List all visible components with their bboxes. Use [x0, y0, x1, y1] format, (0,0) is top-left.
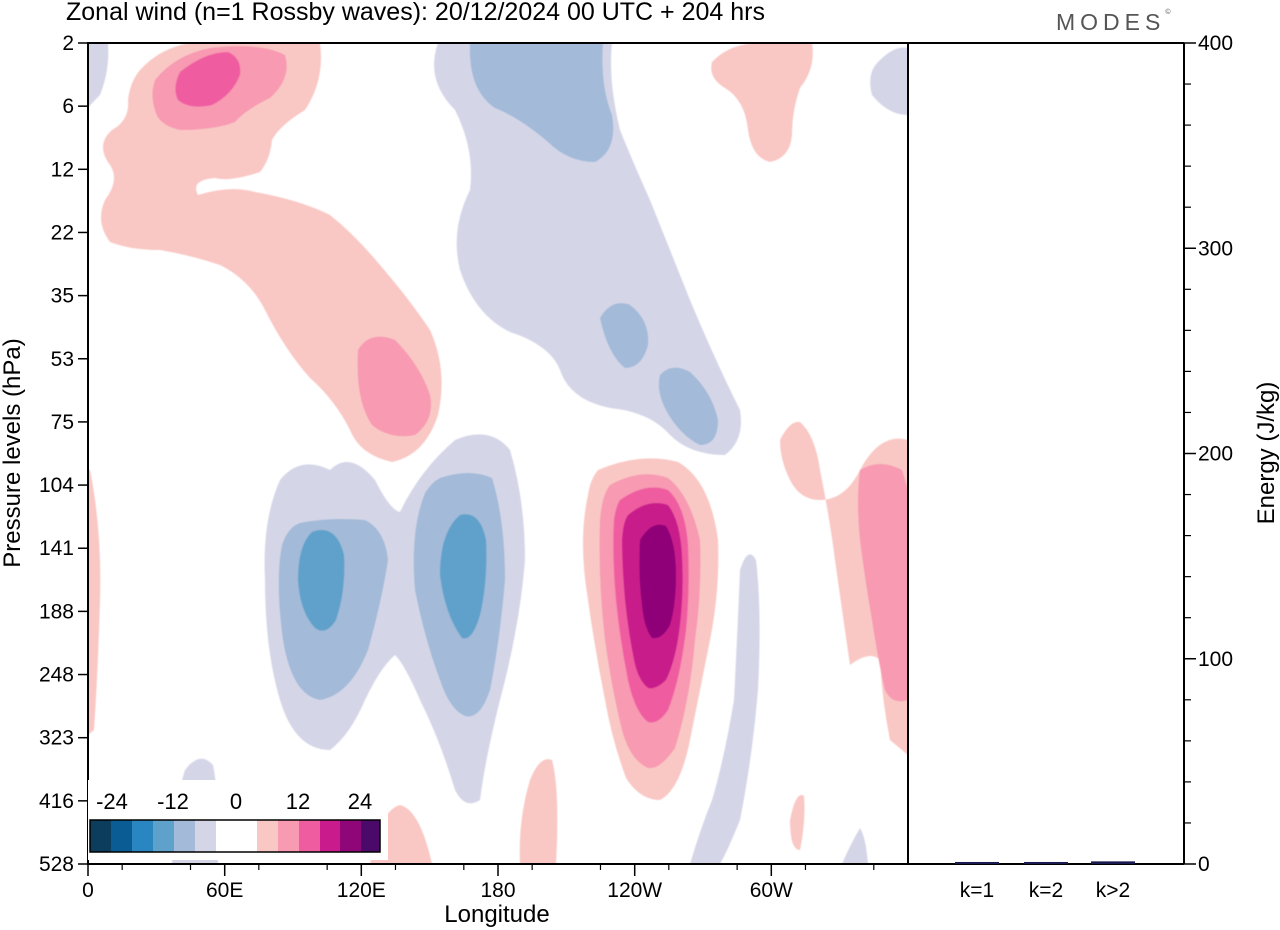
y-tick-label: 53 [51, 348, 74, 371]
x-tick-label: 180 [480, 879, 515, 902]
x-tick-label: 120E [337, 879, 386, 902]
energy-bar-label: k=2 [1029, 879, 1063, 902]
colorbar-swatch [320, 820, 340, 852]
colorbar: -24 -12 0 12 24 [88, 780, 388, 860]
energy-tick-label: 300 [1198, 237, 1233, 260]
colorbar-label: -12 [157, 789, 189, 814]
colorbar-swatch [257, 820, 278, 852]
colorbar-swatch [361, 820, 380, 852]
y-tick-label: 141 [39, 537, 74, 560]
x-tick-label: 120W [607, 879, 662, 902]
neg8-contour-region [469, 43, 614, 162]
energy-tick-label: 0 [1198, 853, 1210, 876]
colorbar-swatch [299, 820, 320, 852]
pos12-contour-region [175, 52, 241, 107]
colorbar-label: 24 [348, 789, 372, 814]
colorbar-label: 12 [286, 789, 310, 814]
y-tick-label: 12 [51, 158, 74, 181]
colorbar-frame [89, 819, 381, 853]
colorbar-swatch [195, 820, 216, 852]
energy-tick-label: 200 [1198, 443, 1233, 466]
energy-bars: k=1 k=2 k>2 [955, 861, 1135, 902]
energy-tick-label: 400 [1198, 32, 1233, 55]
pos4-contour-region [711, 43, 813, 162]
colorbar-swatch [340, 820, 361, 852]
pos4-contour-region [88, 470, 101, 735]
pos4-contour-region [101, 43, 442, 462]
pos20-contour-region [639, 524, 676, 639]
y-tick-label: 104 [39, 474, 74, 497]
axes: 0 60E 120E 180 120W 60W 2 6 12 22 35 53 75 104 141 188 2… [39, 32, 1233, 902]
y-tick-label: 188 [39, 600, 74, 623]
neg12-contour-region [298, 530, 345, 631]
energy-bar [955, 861, 999, 864]
y-tick-label: 528 [39, 853, 74, 876]
neg4-contour-region [870, 47, 908, 115]
neg4-contour-region [88, 43, 109, 108]
pos4-contour-region [195, 198, 212, 202]
modes-logo: MODES© [1056, 9, 1171, 35]
chart-title: Zonal wind (n=1 Rossby waves): 20/12/202… [66, 0, 765, 26]
neg4-contour-region [434, 43, 741, 455]
colorbar-label: 0 [230, 789, 242, 814]
colorbar-swatch [132, 820, 153, 852]
energy-bar-label: k=1 [960, 879, 994, 902]
energy-bar [1091, 861, 1135, 864]
colorbar-swatch [174, 820, 195, 852]
pos4-contour-region [790, 795, 805, 850]
y-tick-label: 248 [39, 664, 74, 687]
energy-bar [1024, 861, 1068, 864]
colorbar-swatch [278, 820, 299, 852]
colorbar-swatch [90, 820, 111, 852]
x-tick-label: 60W [750, 879, 793, 902]
neg8-contour-region [658, 367, 718, 445]
neg12-contour-region [440, 514, 487, 639]
colorbar-swatch [111, 820, 132, 852]
logo-text: MODES [1056, 9, 1166, 35]
colorbar-swatch [153, 820, 174, 852]
colorbar-label: -24 [96, 789, 128, 814]
energy-axis-title: Energy (J/kg) [1253, 382, 1280, 525]
neg4-contour-region [842, 828, 868, 864]
x-tick-label: 0 [82, 879, 94, 902]
y-tick-label: 6 [62, 95, 74, 118]
x-axis-title: Longitude [444, 901, 549, 928]
y-tick-label: 22 [51, 221, 74, 244]
y-tick-label: 416 [39, 790, 74, 813]
pos8-contour-region [357, 336, 431, 437]
neg4-contour-region [690, 554, 760, 864]
pos8-contour-region [858, 464, 908, 702]
energy-tick-label: 100 [1198, 648, 1233, 671]
y-tick-label: 323 [39, 727, 74, 750]
y-tick-label: 75 [51, 411, 74, 434]
contour-field [88, 43, 908, 864]
pos4-contour-region [519, 759, 558, 864]
y-tick-label: 2 [62, 32, 74, 55]
y-tick-label: 35 [51, 285, 74, 308]
neg8-contour-region [600, 303, 649, 368]
x-tick-label: 60E [206, 879, 243, 902]
y-axis-title: Pressure levels (hPa) [0, 338, 26, 567]
colorbar-swatch [216, 820, 257, 852]
energy-bar-label: k>2 [1096, 879, 1130, 902]
